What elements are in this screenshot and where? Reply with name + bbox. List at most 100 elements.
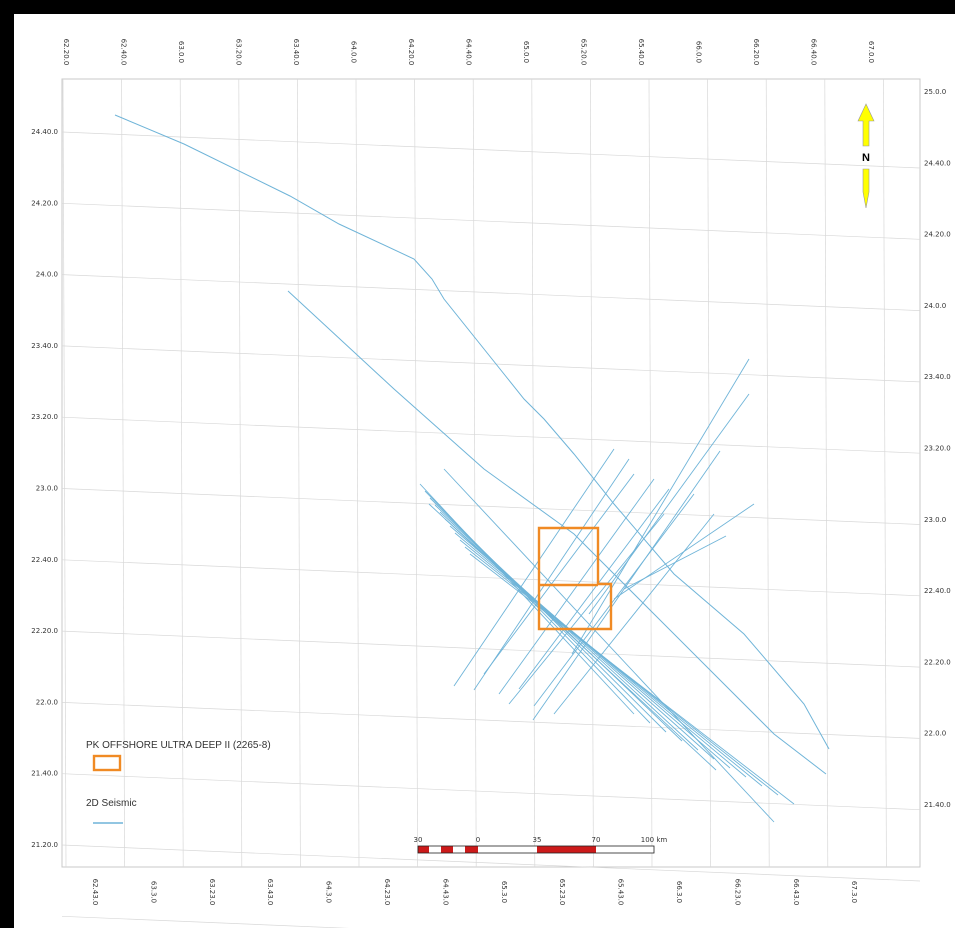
- grid-parallel: [61, 844, 921, 882]
- map-panel: [61, 78, 921, 868]
- scale-bar-segment: [429, 846, 441, 853]
- top-tick-label: 64.40.0: [465, 39, 473, 66]
- seismic-line: [469, 553, 795, 805]
- grid-parallel: [61, 416, 921, 454]
- top-tick-label: 67.0.0: [867, 41, 875, 63]
- grid-parallel: [61, 773, 921, 811]
- bottom-tick-label: 64.23.0: [383, 879, 391, 906]
- map-page: 62.20.0 62.40.0 63.0.0 63.20.0 63.40.0 64.0.0…: [14, 14, 955, 928]
- grid-meridian: [707, 78, 711, 868]
- bottom-tick-label: 65.23.0: [558, 879, 566, 906]
- grid-meridian: [238, 78, 243, 868]
- scale-label-1: 0: [476, 836, 480, 844]
- grid-meridian: [179, 78, 184, 868]
- bottom-tick-label: 63.3.0: [149, 881, 157, 903]
- scale-bar: 30 0 35 70 100 km: [414, 836, 668, 854]
- block-outline: [537, 526, 613, 631]
- grid-meridian: [531, 78, 536, 868]
- right-tick-label: 25.0.0: [924, 88, 946, 96]
- grid-meridian: [765, 78, 770, 868]
- grid-parallel: [61, 702, 921, 739]
- bottom-tick-label: 66.23.0: [733, 879, 741, 906]
- north-arrow: N: [857, 103, 875, 209]
- left-tick-label: 21.40.0: [31, 770, 58, 778]
- left-tick-label: 22.0.0: [36, 698, 58, 706]
- top-longitude-ticks: 62.20.0 62.40.0 63.0.0 63.20.0 63.40.0 64.0.0…: [62, 39, 875, 66]
- top-tick-label: 62.20.0: [62, 39, 70, 66]
- right-latitude-ticks: 25.0.0 24.40.0 24.20.0 24.0.0 23.40.0 23.20.0…: [924, 88, 951, 809]
- legend: PK OFFSHORE ULTRA DEEP II (2265-8) 2D Se…: [86, 740, 271, 824]
- grid-meridian: [824, 78, 829, 868]
- seismic-line: [588, 393, 750, 615]
- top-tick-label: 66.40.0: [810, 39, 818, 66]
- seismic-line: [571, 358, 750, 655]
- left-tick-label: 22.20.0: [31, 627, 58, 635]
- left-tick-label: 23.20.0: [31, 413, 58, 421]
- grid-parallel: [61, 202, 921, 240]
- right-tick-label: 23.20.0: [924, 445, 951, 453]
- bottom-tick-label: 66.3.0: [675, 881, 683, 903]
- north-label: N: [862, 152, 870, 164]
- seismic-line: [434, 504, 683, 742]
- top-tick-label: 63.20.0: [235, 39, 243, 66]
- north-arrow-tail: [862, 168, 870, 209]
- scale-bar-segment: [596, 846, 654, 853]
- scale-bar-outline: [417, 845, 655, 854]
- top-tick-label: 64.0.0: [350, 41, 358, 63]
- bottom-tick-label: 63.23.0: [208, 879, 216, 906]
- north-arrow-head: [857, 103, 875, 147]
- left-tick-label: 23.0.0: [36, 485, 58, 493]
- grid-parallel: [61, 915, 350, 928]
- grid-meridian: [121, 78, 125, 868]
- right-tick-label: 22.0.0: [924, 730, 946, 738]
- bottom-tick-label: 64.43.0: [441, 879, 449, 906]
- bottom-tick-label: 67.3.0: [850, 881, 858, 903]
- seismic-line: [429, 497, 667, 733]
- scale-bar-segment: [465, 846, 478, 853]
- grid-meridian: [472, 78, 477, 868]
- seismic-line: [287, 290, 827, 775]
- scale-label-2: 35: [533, 836, 542, 844]
- grid-parallel: [61, 345, 921, 383]
- grid-meridian: [590, 78, 594, 868]
- scale-bar-segment: [441, 846, 453, 853]
- seismic-line: [498, 478, 655, 695]
- scale-bar-segment: [478, 846, 537, 853]
- grid-parallel: [61, 630, 921, 668]
- grid-meridian: [648, 78, 653, 868]
- seismic-line: [532, 450, 721, 721]
- grid-parallel: [61, 274, 921, 311]
- scale-label-0: 30: [414, 836, 423, 844]
- left-tick-label: 21.20.0: [31, 841, 58, 849]
- scale-bar-segment: [537, 846, 596, 853]
- grid-meridian: [355, 78, 360, 868]
- right-tick-label: 24.40.0: [924, 159, 951, 167]
- bottom-tick-label: 65.43.0: [617, 879, 625, 906]
- scale-label-3: 70: [592, 836, 601, 844]
- seismic-line: [483, 473, 635, 675]
- seismic-lines: [114, 114, 830, 823]
- left-latitude-ticks: 24.40.0 24.20.0 24.0.0 23.40.0 23.20.0 23.0.0…: [31, 128, 58, 849]
- seismic-line: [453, 448, 615, 687]
- seismic-line: [553, 513, 715, 715]
- top-tick-label: 63.40.0: [292, 39, 300, 66]
- seismic-line: [518, 488, 670, 690]
- legend-block-swatch: [92, 754, 122, 772]
- right-tick-label: 24.20.0: [924, 231, 951, 239]
- left-tick-label: 22.40.0: [31, 556, 58, 564]
- bottom-tick-label: 63.43.0: [266, 879, 274, 906]
- grid-meridian: [883, 78, 887, 868]
- grid-parallel: [61, 559, 921, 597]
- bottom-tick-label: 64.3.0: [325, 881, 333, 903]
- bottom-tick-label: 66.43.0: [792, 879, 800, 906]
- top-tick-label: 64.20.0: [407, 39, 415, 66]
- top-tick-label: 65.40.0: [637, 39, 645, 66]
- grid-meridian: [414, 78, 418, 868]
- scale-label-4: 100 km: [641, 836, 668, 844]
- top-tick-label: 66.20.0: [752, 39, 760, 66]
- right-tick-label: 24.0.0: [924, 302, 946, 310]
- grid-parallel: [61, 131, 921, 169]
- right-tick-label: 23.40.0: [924, 373, 951, 381]
- top-tick-label: 65.0.0: [522, 41, 530, 63]
